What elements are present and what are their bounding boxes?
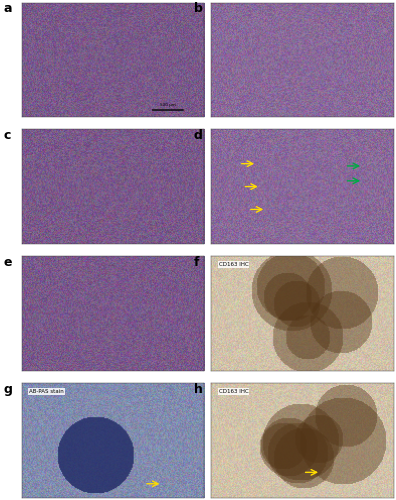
Text: CD163 IHC: CD163 IHC bbox=[219, 389, 249, 394]
Text: g: g bbox=[4, 383, 13, 396]
Text: f: f bbox=[194, 256, 199, 269]
Text: AB-PAS stain: AB-PAS stain bbox=[29, 389, 64, 394]
Text: CD163 IHC: CD163 IHC bbox=[219, 262, 249, 267]
Text: c: c bbox=[4, 130, 11, 142]
Text: d: d bbox=[194, 130, 202, 142]
Text: a: a bbox=[4, 2, 12, 16]
Text: b: b bbox=[194, 2, 202, 16]
Text: 500 μm: 500 μm bbox=[160, 102, 176, 106]
Text: h: h bbox=[194, 383, 202, 396]
Text: e: e bbox=[4, 256, 12, 269]
